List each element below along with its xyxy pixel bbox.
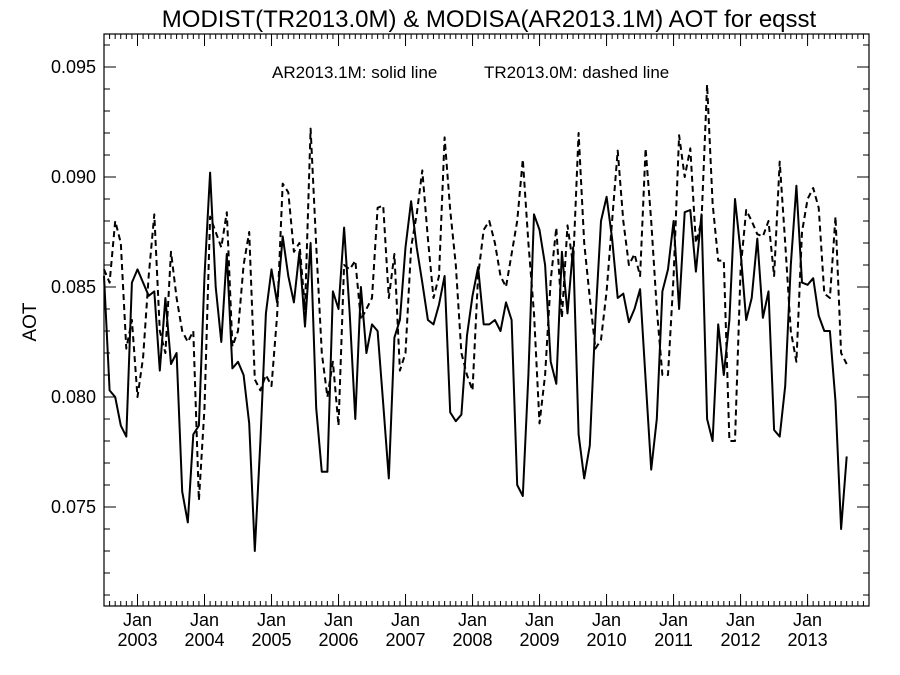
y-axis-label: AOT [20, 302, 41, 341]
series-line-tr-dashed [103, 83, 848, 502]
x-tick-label-month: Jan [592, 610, 621, 630]
y-tick-label: 0.085 [51, 277, 96, 297]
x-tick-label-month: Jan [793, 610, 822, 630]
x-tick-label-year: 2010 [587, 630, 627, 650]
plot-frame [103, 33, 870, 607]
x-tick-label-year: 2003 [117, 630, 157, 650]
y-tick-label: 0.075 [51, 497, 96, 517]
x-tick-label-year: 2011 [654, 630, 693, 650]
legend-solid-label: AR2013.1M: solid line [272, 63, 437, 82]
x-tick-label-year: 2005 [251, 630, 291, 650]
x-tick-label-month: Jan [458, 610, 487, 630]
x-tick-label-year: 2006 [319, 630, 359, 650]
y-tick-label: 0.090 [51, 167, 96, 187]
x-tick-label-year: 2007 [386, 630, 426, 650]
x-tick-label-year: 2012 [721, 630, 761, 650]
x-tick-label-month: Jan [726, 610, 755, 630]
chart-title: MODIST(TR2013.0M) & MODISA(AR2013.1M) AO… [162, 6, 817, 33]
series-line-ar-solid [103, 171, 848, 552]
x-tick-label-month: Jan [659, 610, 688, 630]
y-tick-label: 0.080 [51, 387, 96, 407]
x-tick-label-year: 2009 [520, 630, 560, 650]
x-tick-label-month: Jan [525, 610, 554, 630]
x-tick-label-month: Jan [324, 610, 353, 630]
x-tick-label-year: 2004 [184, 630, 224, 650]
x-tick-label-year: 2008 [453, 630, 493, 650]
legend-dashed-label: TR2013.0M: dashed line [484, 63, 669, 82]
x-tick-label-month: Jan [123, 610, 152, 630]
y-tick-label: 0.095 [51, 57, 96, 77]
x-tick-label-month: Jan [257, 610, 286, 630]
x-tick-label-month: Jan [391, 610, 420, 630]
x-tick-label-year: 2013 [788, 630, 828, 650]
x-tick-label-month: Jan [190, 610, 219, 630]
